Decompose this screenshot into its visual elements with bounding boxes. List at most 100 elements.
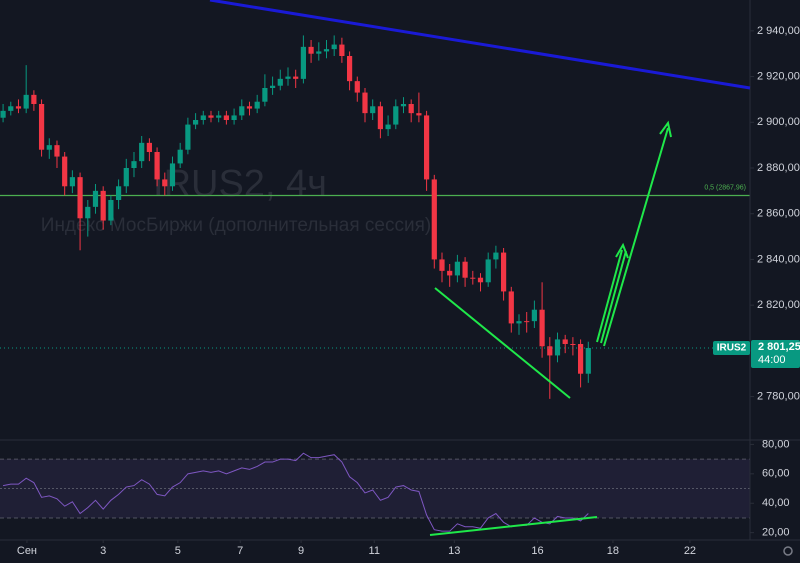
- y-tick-label: 2 920,00: [757, 70, 800, 82]
- candle-body: [216, 115, 222, 118]
- candle-body: [0, 110, 6, 118]
- candle-body: [400, 104, 407, 107]
- candle-body: [77, 177, 83, 219]
- x-tick-label: 22: [684, 545, 696, 557]
- candle-body: [15, 106, 22, 109]
- candle-body: [308, 46, 314, 54]
- x-tick-label: 3: [100, 545, 106, 557]
- candle-body: [231, 115, 237, 120]
- candle-body: [169, 163, 176, 187]
- candle-body: [62, 156, 68, 187]
- candle-body: [339, 44, 345, 56]
- candle-body: [293, 76, 299, 79]
- candle-body: [139, 142, 145, 162]
- candle-body: [200, 115, 206, 120]
- candle-body: [500, 252, 507, 292]
- candle-body: [470, 277, 476, 279]
- y-tick-label: 20,00: [762, 527, 790, 539]
- candle-body: [547, 346, 553, 356]
- background-layer: IRUS2, 4ч Индекс МосБиржи (дополнительна…: [41, 163, 431, 236]
- candle-body: [524, 321, 530, 323]
- x-tick-label: 11: [369, 545, 380, 557]
- candle-body: [262, 88, 268, 102]
- y-tick-label: 40,00: [762, 497, 790, 509]
- candle-body: [408, 104, 414, 114]
- candle-body: [423, 115, 430, 180]
- x-tick-label: Сен: [17, 545, 37, 557]
- x-tick-label: 18: [607, 545, 619, 557]
- y-tick-label: 2 780,00: [757, 390, 800, 402]
- candle-body: [46, 145, 52, 150]
- candle-body: [554, 339, 561, 356]
- candle-body: [246, 106, 253, 109]
- candle-body: [316, 51, 322, 54]
- candle-body: [285, 76, 291, 79]
- candle-body: [485, 259, 491, 283]
- candle-body: [508, 291, 514, 324]
- candle-body: [208, 115, 214, 118]
- price-tag-label: 2 801,25: [758, 341, 800, 353]
- x-tick-label: 13: [448, 545, 460, 557]
- candle-body: [100, 190, 106, 221]
- candle-body: [185, 124, 191, 150]
- candle-body: [38, 104, 45, 150]
- candle-body: [539, 309, 545, 347]
- candle-body: [192, 120, 199, 125]
- candle-body: [393, 106, 399, 125]
- candle-body: [269, 85, 276, 88]
- y-tick-label: 2 880,00: [757, 162, 800, 174]
- price-tag: [751, 340, 800, 368]
- y-tick-label: 2 860,00: [757, 208, 800, 220]
- candle-body: [462, 261, 468, 278]
- y-tick-label: 2 940,00: [757, 25, 800, 37]
- y-tick-label: 60,00: [762, 468, 790, 480]
- candle-body: [562, 339, 568, 344]
- candle-body: [115, 186, 122, 200]
- candle-body: [108, 200, 114, 221]
- candle-body: [454, 261, 460, 276]
- y-tick-label: 80,00: [762, 438, 790, 450]
- candle-body: [577, 344, 584, 374]
- candle-body: [439, 259, 445, 271]
- candle-body: [346, 56, 353, 82]
- candle-body: [516, 321, 522, 324]
- x-tick-label: 5: [175, 545, 181, 557]
- drawings: [209, 0, 751, 536]
- candle-body: [323, 49, 330, 52]
- candle-body: [23, 94, 29, 109]
- x-tick-label: 16: [531, 545, 543, 557]
- candle-body: [123, 168, 129, 187]
- candle-body: [447, 270, 453, 276]
- fib-level-label: 0,5 (2867,96): [704, 184, 746, 191]
- candle-body: [8, 106, 14, 111]
- arrow-line: [603, 127, 669, 347]
- candle-body: [131, 161, 137, 168]
- candle-body: [92, 190, 99, 207]
- candle-body: [239, 106, 245, 116]
- candle-body: [146, 142, 152, 152]
- y-tick-label: 2 820,00: [757, 299, 800, 311]
- candle-body: [177, 149, 183, 164]
- trend-line: [209, 0, 751, 90]
- watermark-subtitle: Индекс МосБиржи (дополнительная сессия): [41, 215, 431, 236]
- candle-body: [354, 81, 360, 93]
- watermark-title: IRUS2, 4ч: [153, 163, 327, 205]
- candle-body: [69, 177, 75, 187]
- candle-body: [416, 113, 422, 116]
- candle-body: [477, 277, 484, 283]
- candle-body: [585, 348, 591, 374]
- arrow-head: [615, 242, 629, 259]
- symbol-tag-label: IRUS2: [717, 343, 747, 354]
- candle-body: [54, 145, 60, 157]
- candle-body: [254, 101, 260, 109]
- settings-icon[interactable]: [783, 546, 793, 556]
- candle-body: [31, 94, 37, 104]
- countdown-label: 44:00: [758, 354, 786, 366]
- candle-body: [377, 106, 383, 130]
- y-tick-label: 2 840,00: [757, 253, 800, 265]
- candle-body: [162, 179, 168, 187]
- candle-body: [570, 344, 576, 345]
- x-tick-label: 9: [298, 545, 304, 557]
